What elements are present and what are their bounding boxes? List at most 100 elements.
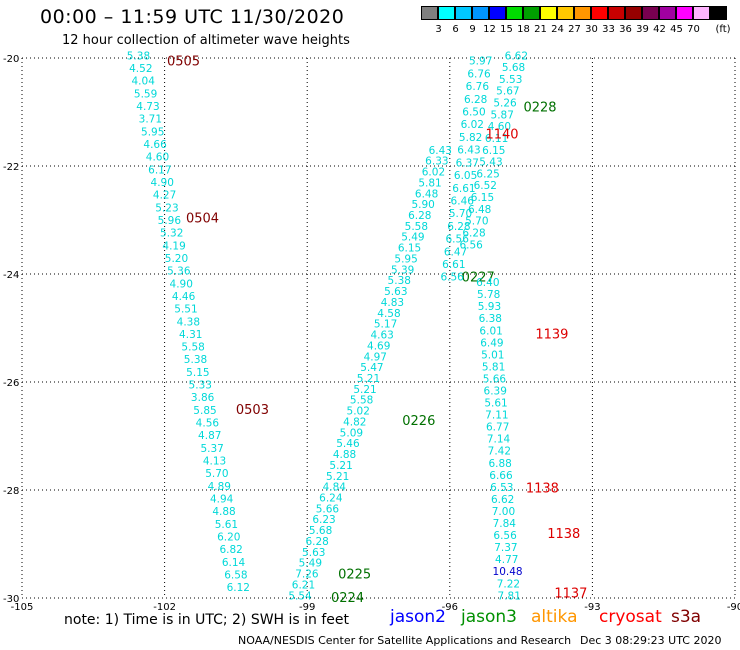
wave-height-value: 4.83: [381, 297, 404, 309]
wave-height-value: 6.15: [471, 192, 494, 204]
wave-height-value: 5.95: [141, 126, 164, 138]
pass-time-label: 1137: [554, 587, 587, 602]
wave-height-value: 6.20: [217, 532, 240, 544]
wave-height-value: 4.73: [136, 101, 159, 113]
pass-time-label: 0226: [402, 414, 435, 429]
legend-swatch: [489, 6, 506, 20]
legend-swatch: [506, 6, 523, 20]
wave-height-value: 5.38: [388, 275, 411, 287]
wave-height-value: 6.28: [462, 227, 485, 239]
wave-height-value: 7.22: [497, 578, 520, 590]
wave-height-value: 5.47: [360, 362, 383, 374]
wave-height-value: 7.42: [488, 446, 511, 458]
wave-height-value: 6.38: [479, 313, 502, 325]
wave-height-value: 4.27: [153, 190, 176, 202]
wave-height-value: 5.95: [394, 253, 417, 265]
wave-height-value: 4.66: [143, 139, 167, 151]
wave-height-value: 6.39: [484, 386, 507, 398]
legend-label: 24: [551, 24, 564, 35]
wave-height-value: 6.58: [224, 570, 247, 582]
wave-height-value: 5.58: [350, 395, 373, 407]
wave-height-value: 5.21: [326, 471, 349, 483]
wave-height-value: 5.53: [499, 74, 522, 86]
wave-height-value: 5.61: [215, 519, 238, 531]
wave-height-value: 6.28: [447, 221, 470, 233]
wave-height-value: 5.36: [167, 266, 191, 278]
wave-height-value: 5.20: [165, 253, 188, 265]
satellite-legend-cryosat: cryosat: [599, 607, 662, 627]
satellite-legend-s3a: s3a: [671, 607, 702, 627]
legend-label: 12: [483, 24, 496, 35]
wave-height-value: 5.70: [205, 468, 228, 480]
legend-swatch: [523, 6, 540, 20]
wave-height-value: 3.71: [139, 114, 162, 126]
legend-swatch: [557, 6, 574, 20]
wave-height-value: 6.48: [468, 204, 491, 216]
legend-label: 15: [500, 24, 513, 35]
page-title: 00:00 – 11:59 UTC 11/30/2020: [40, 6, 345, 28]
wave-height-value: 5.66: [316, 503, 340, 515]
wave-height-value: 6.56: [493, 530, 517, 542]
wave-height-value: 7.00: [492, 506, 515, 518]
wave-height-value: 6.53: [490, 482, 513, 494]
wave-height-value: 5.02: [347, 406, 370, 418]
wave-height-value: 5.85: [193, 405, 216, 417]
x-tick-label: -90: [727, 602, 740, 613]
wave-height-value: 5.54: [288, 590, 312, 602]
wave-height-value: 6.33: [425, 156, 448, 168]
wave-height-value: 6.76: [467, 68, 491, 80]
legend-label: 33: [602, 24, 615, 35]
wave-height-value: 4.56: [196, 418, 220, 430]
legend-label: 45: [670, 24, 683, 35]
wave-height-value: 5.96: [158, 215, 182, 227]
wave-height-value: 5.97: [469, 56, 492, 68]
pass-time-label: 0505: [167, 55, 200, 70]
y-tick-label: -28: [3, 486, 19, 497]
wave-height-value: 6.28: [305, 536, 328, 548]
y-tick-label: -30: [3, 594, 19, 605]
wave-height-value: 4.69: [367, 340, 390, 352]
wave-height-value: 4.19: [162, 240, 185, 252]
wave-height-value: 4.04: [132, 76, 156, 88]
page-subtitle: 12 hour collection of altimeter wave hei…: [62, 33, 350, 48]
pass-time-label: 0503: [236, 403, 269, 418]
satellite-legend-jason3: jason3: [461, 607, 517, 627]
legend-unit: (ft): [715, 24, 731, 35]
wave-height-value: 5.51: [174, 304, 197, 316]
y-tick-label: -26: [3, 378, 19, 389]
x-tick-label: -99: [299, 602, 315, 613]
wave-height-value: 7.26: [295, 569, 319, 581]
wave-height-value: 5.66: [483, 373, 507, 385]
wave-height-value: 6.56: [459, 239, 483, 251]
legend-label: 70: [687, 24, 700, 35]
wave-height-value: 10.48: [493, 566, 523, 578]
wave-height-value: 6.40: [476, 277, 499, 289]
y-tick-label: -22: [3, 162, 19, 173]
pass-time-label: 0225: [338, 568, 371, 583]
wave-height-value: 6.48: [415, 188, 438, 200]
legend-label: 27: [568, 24, 581, 35]
wave-height-value: 4.52: [129, 63, 152, 75]
wave-height-value: 5.61: [484, 398, 507, 410]
wave-height-value: 6.46: [451, 195, 475, 207]
wave-height-value: 5.78: [477, 289, 500, 301]
wave-height-value: 5.09: [340, 427, 363, 439]
wave-height-value: 6.02: [461, 119, 484, 131]
wave-height-value: 4.38: [177, 316, 200, 328]
wave-height-value: 6.50: [462, 107, 485, 119]
wave-height-value: 4.77: [495, 554, 518, 566]
wave-height-value: 5.38: [184, 354, 207, 366]
wave-height-value: 6.49: [480, 337, 503, 349]
wave-height-value: 6.02: [422, 167, 445, 179]
wave-height-value: 5.67: [496, 86, 519, 98]
wave-height-value: 3.86: [191, 392, 215, 404]
wave-height-value: 6.66: [489, 470, 513, 482]
legend-label: 39: [636, 24, 649, 35]
wave-height-value: 6.56: [446, 234, 470, 246]
wave-height-value: 5.87: [491, 109, 514, 121]
legend-swatch: [625, 6, 642, 20]
wave-height-value: 5.63: [384, 286, 407, 298]
wave-height-value: 5.49: [299, 558, 322, 570]
wave-height-value: 5.15: [186, 367, 209, 379]
wave-height-value: 6.01: [479, 325, 502, 337]
